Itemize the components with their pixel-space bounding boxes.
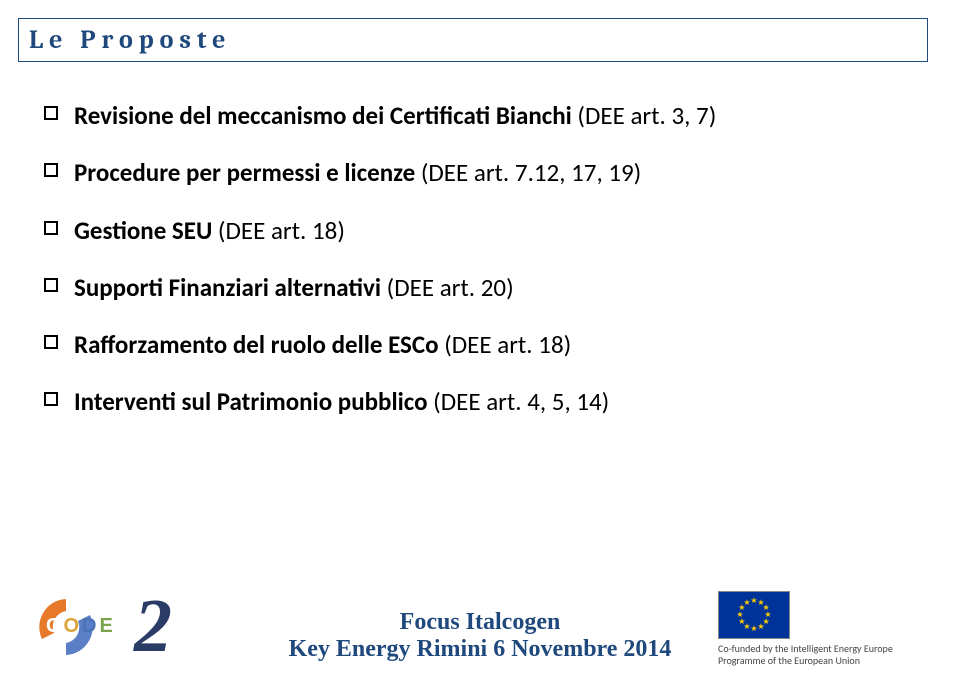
logo-letter-e: E (99, 615, 115, 637)
logo-letter-o: O (63, 615, 82, 637)
bullet-rest: (DEE art. 4, 5, 14) (428, 386, 610, 417)
bullet-text: Interventi sul Patrimonio pubblico (DEE … (74, 386, 609, 417)
bullet-text: Supporti Finanziari alternativi (DEE art… (74, 272, 514, 303)
bullet-text: Revisione del meccanismo dei Certificati… (74, 100, 716, 131)
bullet-rest: (DEE art. 18) (439, 329, 572, 360)
bullet-bold: Procedure per permessi e licenze (74, 157, 415, 188)
eu-cofunded-block: ★★★★★★★★★★★★ Co-funded by the Intelligen… (718, 591, 938, 667)
bullet-bold: Supporti Finanziari alternativi (74, 272, 381, 303)
bullet-item: Gestione SEU (DEE art. 18) (44, 215, 914, 246)
eu-star-icon: ★ (757, 622, 764, 632)
bullet-bold: Rafforzamento del ruolo delle ESCo (74, 329, 439, 360)
eu-star-icon: ★ (750, 624, 757, 634)
logo-letter-c: C (46, 615, 63, 637)
bullet-rest: (DEE art. 3, 7) (572, 100, 717, 131)
eu-flag-icon: ★★★★★★★★★★★★ (718, 591, 790, 639)
bullet-marker-icon (44, 221, 58, 235)
bullet-list: Revisione del meccanismo dei Certificati… (44, 100, 914, 444)
bullet-item: Supporti Finanziari alternativi (DEE art… (44, 272, 914, 303)
bullet-text: Procedure per permessi e licenze (DEE ar… (74, 157, 641, 188)
eu-star-icon: ★ (743, 598, 750, 608)
bullet-item: Interventi sul Patrimonio pubblico (DEE … (44, 386, 914, 417)
bullet-rest: (DEE art. 7.12, 17, 19) (415, 157, 641, 188)
logo-letter-d: D (82, 615, 99, 637)
bullet-text: Rafforzamento del ruolo delle ESCo (DEE … (74, 329, 571, 360)
code2-letters: CODE (46, 615, 116, 638)
slide-title: Le Proposte (29, 25, 231, 55)
bullet-marker-icon (44, 106, 58, 120)
bullet-bold: Interventi sul Patrimonio pubblico (74, 386, 428, 417)
bullet-marker-icon (44, 335, 58, 349)
bullet-marker-icon (44, 278, 58, 292)
eu-text-line2: Programme of the European Union (718, 655, 938, 667)
bullet-item: Procedure per permessi e licenze (DEE ar… (44, 157, 914, 188)
bullet-item: Revisione del meccanismo dei Certificati… (44, 100, 914, 131)
bullet-marker-icon (44, 163, 58, 177)
bullet-rest: (DEE art. 18) (212, 215, 345, 246)
bullet-bold: Gestione SEU (74, 215, 212, 246)
bullet-rest: (DEE art. 20) (381, 272, 514, 303)
slide-footer: CODE 2 Focus Italcogen Key Energy Rimini… (0, 573, 960, 673)
bullet-marker-icon (44, 392, 58, 406)
bullet-bold: Revisione del meccanismo dei Certificati… (74, 100, 572, 131)
bullet-item: Rafforzamento del ruolo delle ESCo (DEE … (44, 329, 914, 360)
slide-header: Le Proposte (18, 18, 928, 62)
bullet-text: Gestione SEU (DEE art. 18) (74, 215, 345, 246)
